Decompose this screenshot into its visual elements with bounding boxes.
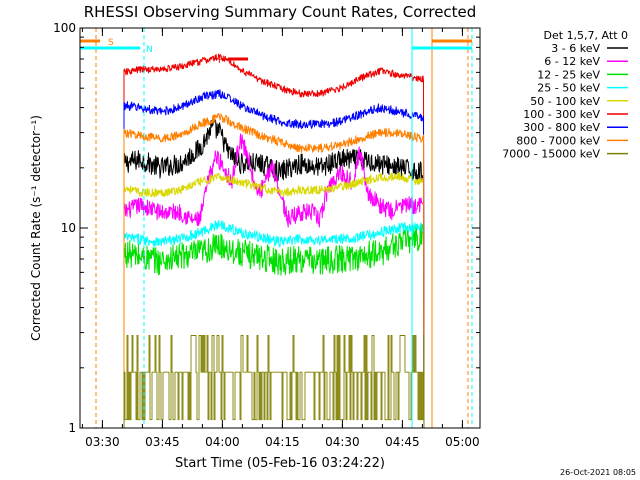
legend-label-100-300-kev: 100 - 300 keV bbox=[523, 108, 600, 121]
footer-timestamp: 26-Oct-2021 08:05 bbox=[560, 468, 636, 477]
legend-label-300-800-kev: 300 - 800 keV bbox=[523, 121, 600, 134]
interval-s-label: S bbox=[108, 38, 114, 48]
x-tick-label: 03:30 bbox=[85, 435, 120, 449]
series-6-12-kev-line bbox=[123, 133, 425, 429]
series-50-100-kev-line bbox=[123, 172, 425, 429]
x-tick-label: 03:45 bbox=[145, 435, 180, 449]
legend-label-25-50-kev: 25 - 50 keV bbox=[537, 82, 600, 95]
interval-f-label: F bbox=[218, 56, 223, 66]
plot-content bbox=[123, 53, 425, 429]
legend-label-12-25-kev: 12 - 25 keV bbox=[537, 68, 600, 81]
legend-label-800-7000-kev: 800 - 7000 keV bbox=[516, 134, 600, 147]
series-12-25-kev-line bbox=[123, 224, 425, 429]
x-tick-label: 04:15 bbox=[265, 435, 300, 449]
series-7000-15000-kev-line bbox=[123, 335, 425, 428]
y-tick-label: 10 bbox=[61, 221, 76, 235]
legend-label-3-6-kev: 3 - 6 keV bbox=[551, 42, 600, 55]
series-300-800-kev-line bbox=[123, 89, 425, 429]
y-tick-label: 1 bbox=[68, 421, 76, 435]
legend-header: Det 1,5,7, Att 0 bbox=[544, 29, 628, 42]
y-tick-label: 100 bbox=[53, 21, 76, 35]
legend-label-7000-15000-kev: 7000 - 15000 keV bbox=[502, 148, 600, 161]
interval-n-label: N bbox=[146, 45, 153, 55]
x-tick-label: 04:00 bbox=[205, 435, 240, 449]
x-tick-label: 05:00 bbox=[445, 435, 480, 449]
series-25-50-kev-line bbox=[123, 219, 425, 429]
series-800-7000-kev-line bbox=[123, 113, 425, 429]
x-tick-label: 04:30 bbox=[325, 435, 360, 449]
chart-title: RHESSI Observing Summary Count Rates, Co… bbox=[84, 3, 477, 21]
y-axis-label: Corrected Count Rate (s⁻¹ detector⁻¹) bbox=[29, 115, 43, 341]
series-100-300-kev-line bbox=[123, 53, 425, 429]
x-tick-label: 04:45 bbox=[385, 435, 420, 449]
x-axis-ticks: 03:30 03:45 04:00 04:15 04:30 04:45 05:00 bbox=[81, 28, 480, 449]
x-axis-label: Start Time (05-Feb-16 03:24:22) bbox=[175, 456, 385, 471]
legend-label-6-12-kev: 6 - 12 keV bbox=[544, 55, 600, 68]
legend-label-50-100-kev: 50 - 100 keV bbox=[530, 95, 600, 108]
y-axis-ticks: 1 10 100 bbox=[53, 21, 480, 435]
